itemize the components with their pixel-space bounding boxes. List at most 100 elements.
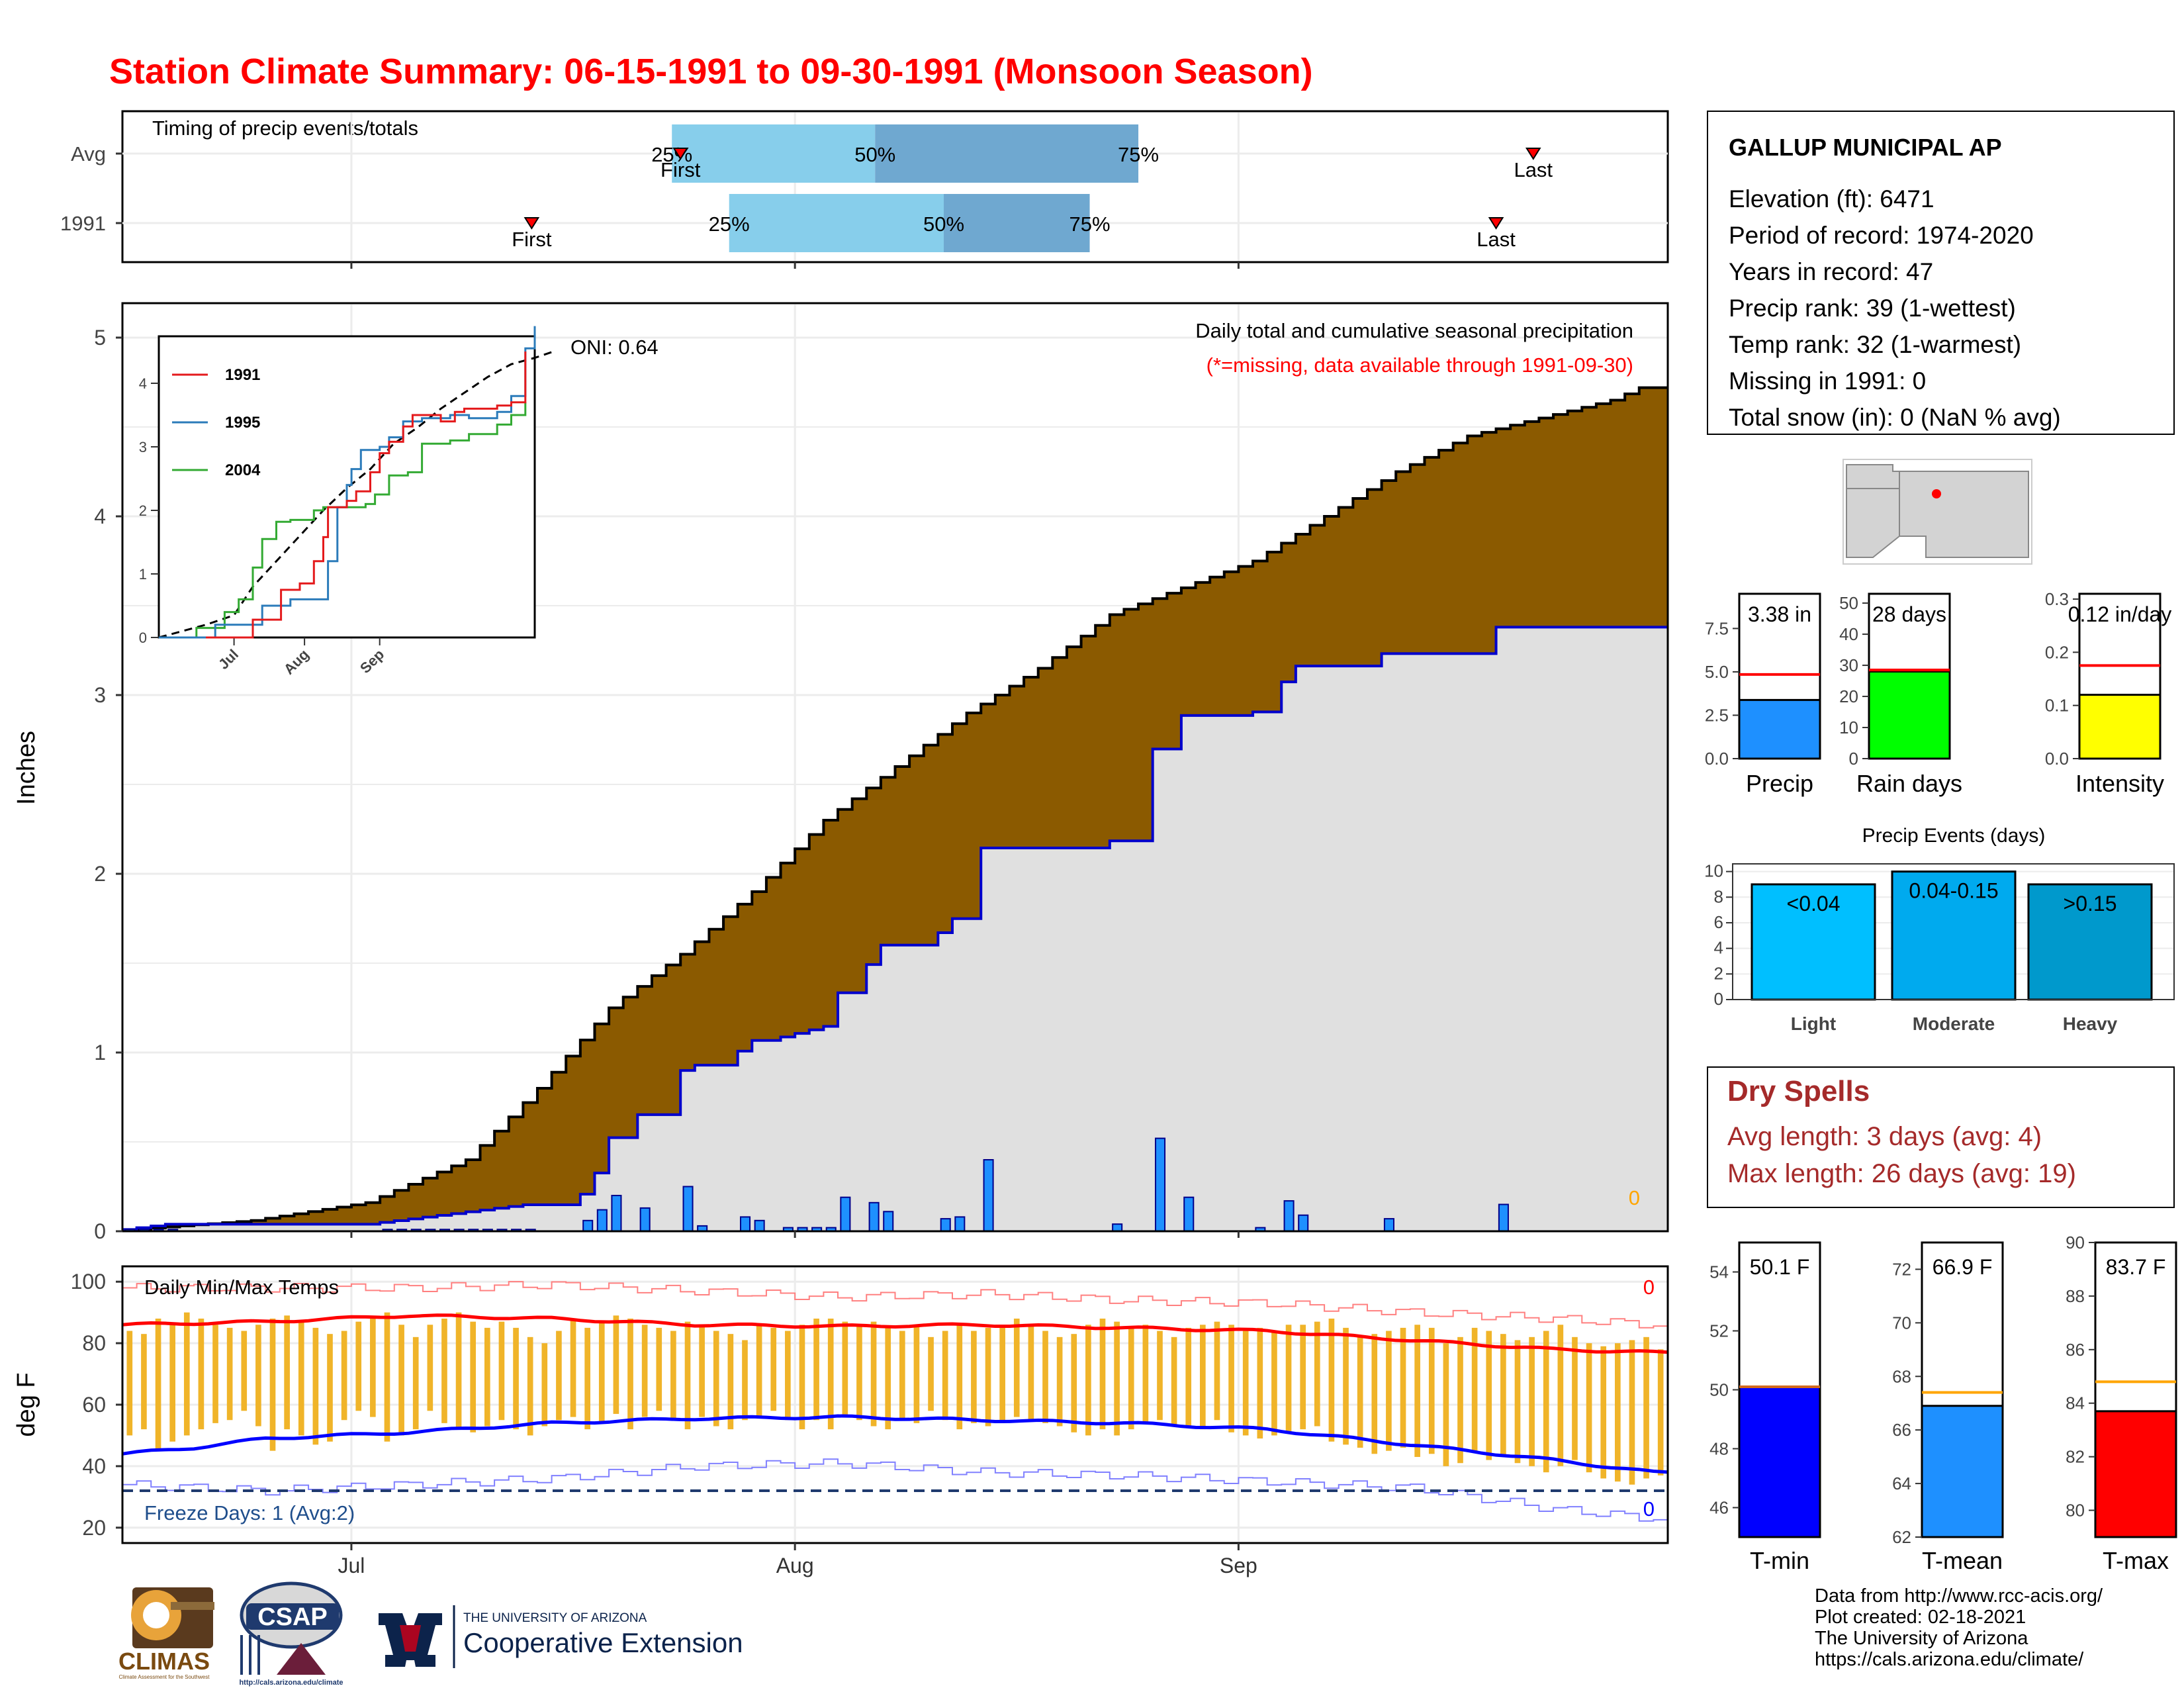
temp-summary-bar [2094,1410,2177,1538]
temp-summary-bar [1738,1385,1821,1538]
dry-spells-avg: Avg length: 3 days (avg: 4) [1727,1122,2042,1151]
temperature-summary-bars: 46 48 50 52 54 50.1 F T-min 62 64 66 68 70 72 66.9 F T… [1709,1233,2177,1574]
daily-temp-bar [513,1327,519,1430]
daily-temp-bar [1643,1336,1649,1479]
daily-temp-bar [1071,1334,1077,1432]
timing-title: Timing of precip events/totals [152,117,418,140]
season-summary-bars: 0.0 2.5 5.0 7.5 3.38 in Precip 0 10 20 30 40 50 28 d… [1705,589,2171,797]
daily-temp-bar [684,1321,691,1430]
csap-url: http://cals.arizona.edu/climate [239,1679,343,1687]
timing-row-label: Avg [71,142,106,165]
station-info-line: Years in record: 47 [1729,258,1933,285]
summary-y-tick-label: 20 [1839,686,1858,706]
daily-temp-bar [1357,1336,1363,1448]
summary-y-tick-label: 0.0 [2045,749,2069,769]
timing-panel: Timing of precip events/totals 25% 50% 75%… [60,110,1669,263]
daily-temp-bar [928,1336,934,1411]
temp-summary-value: 50.1 F [1750,1255,1810,1279]
daily-precip-bar [1183,1196,1195,1232]
ua-small-text: THE UNIVERSITY OF ARIZONA [463,1611,647,1625]
events-y-tick-label: 10 [1704,861,1723,881]
precip-panel-subtitle: (*=missing, data available through 1991-… [1206,353,1633,377]
temp-summary-y-tick-label: 90 [2066,1233,2085,1252]
daily-precip-bar [1283,1200,1295,1232]
daily-temp-bar [1514,1340,1521,1464]
station-info-line: Precip rank: 39 (1-wettest) [1729,295,2016,322]
summary-y-tick-label: 2.5 [1705,705,1729,725]
daily-precip-bar [954,1216,966,1233]
avg-max-line [122,1313,1668,1354]
first-marker-icon [523,217,540,230]
daily-temp-bar [155,1318,161,1451]
csap-logo-text: CSAP [257,1603,328,1631]
events-category-label: Moderate [1913,1013,1995,1034]
freeze-days: Freeze Days: 1 (Avg:2) [144,1501,355,1524]
precip-y-tick-label: 0 [94,1219,106,1243]
daily-temp-bar [1214,1321,1220,1421]
timing-row-label: 1991 [60,212,106,235]
credits: Data from http://www.rcc-acis.org/Plot c… [1815,1585,2103,1670]
temp-summary-bar [1921,1405,2004,1538]
daily-temp-bar [584,1327,590,1430]
events-bar-label: <0.04 [1787,892,1841,915]
daily-temp-bar [284,1315,290,1430]
daily-temp-bar [1629,1340,1635,1485]
inset-1995-line [159,326,536,639]
daily-temp-bar [913,1325,920,1423]
daily-temp-bar [713,1331,719,1427]
dry-spells-title: Dry Spells [1727,1075,1870,1107]
daily-temp-bar [956,1325,963,1430]
daily-temp-bar [1114,1321,1120,1436]
temp-y-tick-label: 20 [82,1516,106,1540]
last-label: Last [1477,228,1516,251]
summary-y-tick-label: 30 [1839,655,1858,675]
events-category-label: Heavy [2063,1013,2118,1034]
daily-precip-bar [1154,1137,1166,1232]
temp-summary-y-tick-label: 54 [1709,1262,1729,1282]
daily-temp-bar [885,1327,891,1430]
daily-temp-bar [770,1327,777,1411]
daily-temp-bar [1228,1325,1234,1432]
temp-missing-min: 0 [1643,1497,1655,1521]
daily-temp-bar [1099,1318,1106,1430]
temp-summary-y-tick-label: 70 [1892,1313,1911,1333]
credit-line: Data from http://www.rcc-acis.org/ [1815,1585,2103,1607]
credit-line: Plot created: 02-18-2021 [1815,1607,2026,1628]
average-cumulative-area [122,627,1668,1231]
daily-temp-bar [1042,1331,1048,1423]
daily-temp-bar [641,1325,648,1417]
daily-temp-bar [1142,1325,1149,1423]
station-info-line: Missing in 1991: 0 [1729,367,1926,395]
temp-summary-y-tick-label: 64 [1892,1474,1911,1493]
daily-temp-bar [1500,1334,1506,1457]
temperature-panel: 20 40 60 80 100 Daily Min/Max Temps Freeze D… [13,1265,1669,1544]
precip-y-tick-label: 1 [94,1041,106,1064]
inset-2004-line [159,402,527,639]
precip-panel-title: Daily total and cumulative seasonal prec… [1195,319,1633,342]
temp-y-tick-label: 80 [82,1331,106,1355]
daily-temp-bar [1128,1327,1134,1430]
temp-y-tick-label: 60 [82,1393,106,1417]
daily-temp-bar [699,1325,705,1417]
daily-temp-bar [556,1331,562,1421]
daily-temp-bar [412,1336,419,1430]
daily-precip-bar [1112,1223,1123,1232]
daily-temp-bar [1271,1331,1277,1436]
p75-label: 75% [1118,143,1159,166]
daily-temp-bar [255,1325,261,1427]
daily-temp-bar [727,1334,734,1430]
daily-temp-bar [1400,1327,1406,1448]
daily-temp-bar [756,1325,762,1417]
x-tick-label: Aug [776,1554,814,1577]
station-info-box: GALLUP MUNICIPAL AP Elevation (ft): 6471… [1707,111,2175,435]
precip-events-chart: Precip Events (days) 0 2 4 6 8 10 <0.04 Light 0.… [1704,825,2175,1034]
temp-summary-y-tick-label: 84 [2066,1393,2085,1413]
daily-temp-bar [327,1334,333,1442]
temp-summary-y-tick-label: 88 [2066,1286,2085,1306]
daily-precip-bar [639,1207,651,1233]
state-map [1843,459,2032,565]
events-y-tick-label: 4 [1714,938,1723,958]
daily-temp-bar [942,1331,948,1421]
daily-temp-bar [799,1325,805,1430]
